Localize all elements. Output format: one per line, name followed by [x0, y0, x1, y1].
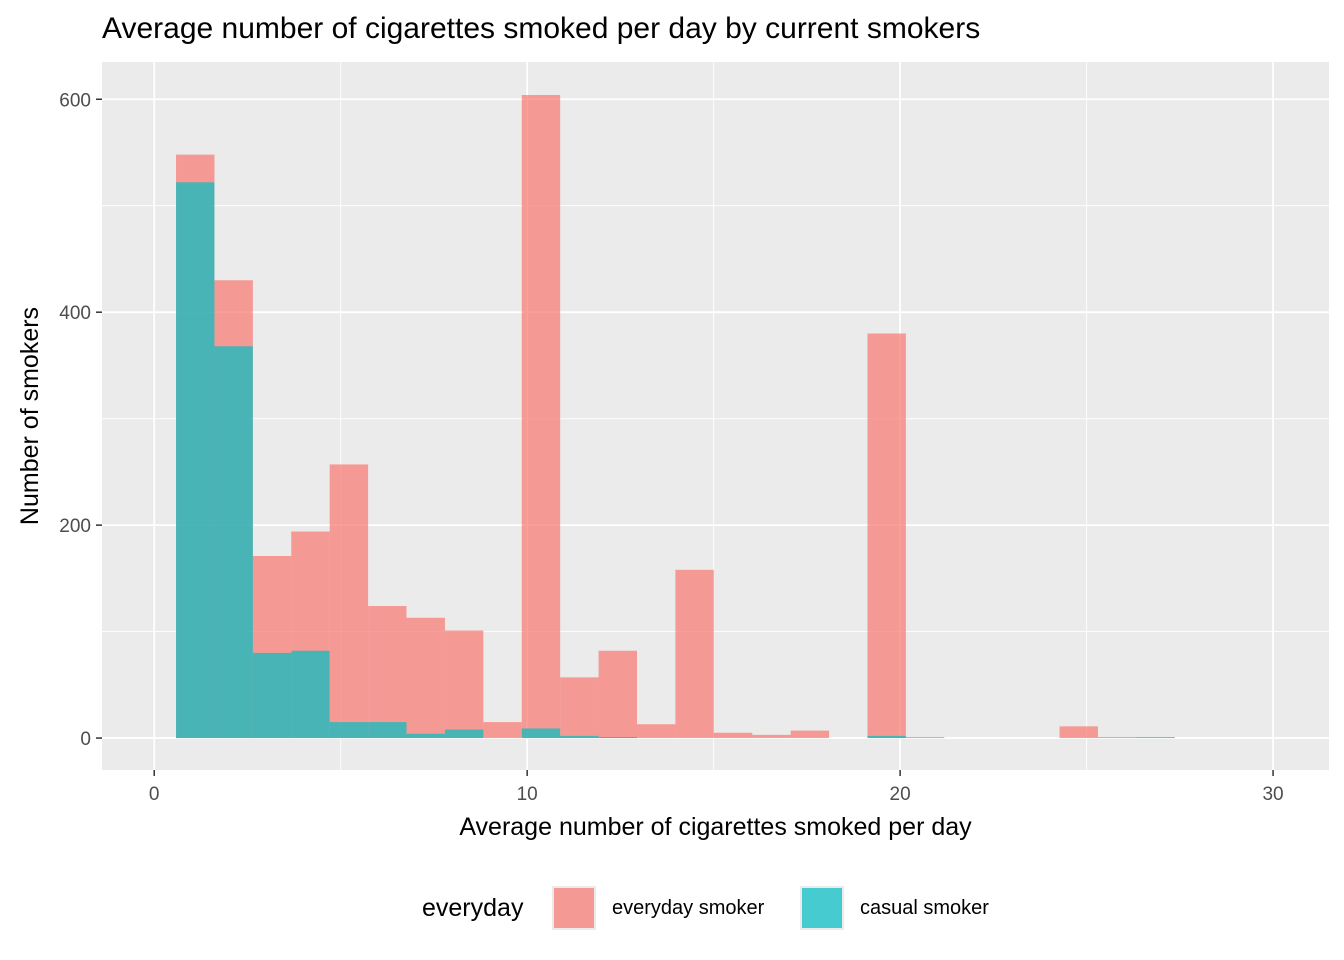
everyday-smoker-bar — [1059, 726, 1098, 739]
casual-smoker-bar — [444, 729, 484, 739]
x-tick-label: 20 — [890, 784, 911, 805]
everyday-smoker-bar — [636, 724, 676, 739]
casual-smoker-bar — [291, 650, 330, 739]
x-tick-label: 30 — [1262, 784, 1283, 805]
everyday-smoker-bar — [444, 630, 484, 739]
everyday-smoker-bar — [713, 732, 753, 739]
legend-key-everyday-smoker — [552, 886, 596, 930]
everyday-smoker-bar — [675, 569, 714, 739]
everyday-smoker-bar — [368, 606, 407, 739]
casual-smoker-bar — [176, 182, 215, 739]
casual-smoker-bar — [214, 346, 253, 739]
casual-smoker-bar — [521, 728, 561, 739]
legend-key-casual-smoker — [800, 886, 844, 930]
everyday-smoker-bar — [521, 95, 561, 739]
y-axis-title: Number of smokers — [16, 307, 44, 525]
everyday-smoker-bar — [560, 677, 599, 739]
casual-smoker-bar — [252, 652, 292, 739]
x-tick-label: 10 — [517, 784, 538, 805]
legend-label-everyday-smoker: everyday smoker — [612, 897, 765, 919]
everyday-smoker-bar — [406, 617, 445, 739]
chart-title: Average number of cigarettes smoked per … — [102, 12, 981, 45]
everyday-smoker-bar — [752, 734, 791, 739]
casual-smoker-bar — [598, 736, 637, 739]
everyday-smoker-bar — [1097, 736, 1137, 739]
casual-smoker-bar — [329, 722, 369, 739]
legend: everyday everyday smoker casual smoker — [0, 880, 1344, 940]
casual-smoker-bar — [406, 733, 445, 739]
axis-ticks: 0 10 20 30 0 200 400 600 — [59, 90, 1283, 805]
casual-smoker-bar — [560, 735, 599, 739]
casual-smoker-bar — [1136, 736, 1175, 739]
x-tick-label: 0 — [149, 784, 160, 805]
y-tick-label: 400 — [59, 303, 91, 324]
legend-label-casual-smoker: casual smoker — [860, 897, 989, 919]
everyday-smoker-bar — [905, 736, 945, 739]
everyday-smoker-bar — [329, 464, 369, 739]
everyday-smoker-swatch — [554, 888, 594, 928]
casual-smoker-bar — [867, 735, 906, 739]
x-axis-title: Average number of cigarettes smoked per … — [459, 813, 972, 841]
y-tick-label: 0 — [80, 729, 91, 750]
casual-smoker-bar — [368, 722, 407, 739]
y-tick-label: 200 — [59, 516, 91, 537]
everyday-smoker-bar — [483, 722, 522, 739]
casual-smoker-swatch — [802, 888, 842, 928]
legend-title: everyday — [422, 894, 524, 922]
histogram-chart: 0 10 20 30 0 200 400 600 Average number of ciga… — [16, 62, 1329, 841]
everyday-smoker-bar — [598, 650, 637, 739]
everyday-smoker-bar — [790, 730, 830, 739]
y-tick-label: 600 — [59, 90, 91, 111]
everyday-smoker-bar — [867, 333, 906, 739]
casual-smoker-bars — [176, 182, 1175, 739]
